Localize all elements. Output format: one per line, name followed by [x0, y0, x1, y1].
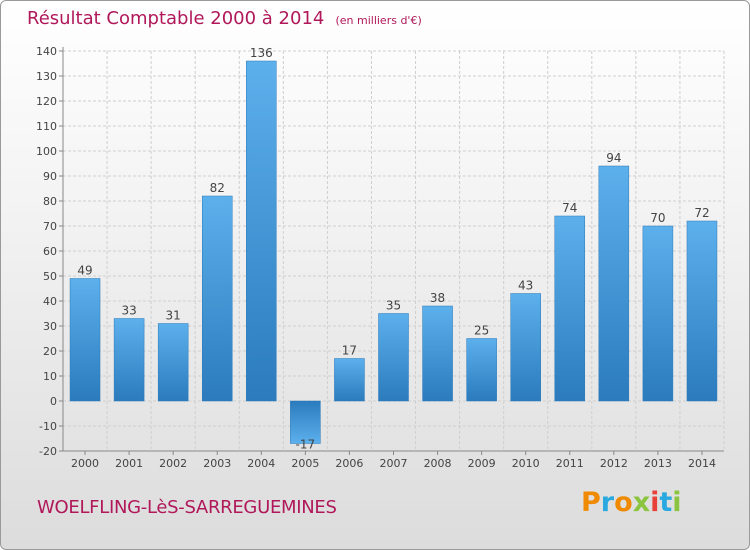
- proxiti-logo: Proxiti: [581, 487, 682, 518]
- bar: [69, 278, 101, 402]
- logo-letter: i: [650, 487, 660, 518]
- logo-letter: r: [600, 487, 615, 518]
- value-label: 43: [518, 279, 533, 293]
- bar: [422, 305, 453, 402]
- bar: [113, 318, 145, 402]
- x-tick-label: 2005: [291, 457, 319, 470]
- y-tick-label: 90: [43, 170, 57, 183]
- y-tick-label: -10: [39, 420, 57, 433]
- value-label: 70: [650, 211, 665, 225]
- y-tick-label: 100: [36, 145, 57, 158]
- y-tick-label: 110: [36, 120, 57, 133]
- bar: [598, 165, 630, 402]
- y-tick-label: 0: [50, 395, 57, 408]
- bar: [554, 215, 586, 402]
- chart-unit-text: (en milliers d'€): [335, 14, 422, 27]
- value-label: 136: [250, 46, 273, 60]
- value-label: 94: [606, 151, 621, 165]
- bar: [246, 60, 277, 402]
- value-label: 38: [430, 291, 445, 305]
- bar: [642, 225, 674, 402]
- y-tick-label: 80: [43, 195, 57, 208]
- x-tick-label: 2006: [335, 457, 363, 470]
- y-tick-label: 10: [43, 370, 57, 383]
- y-tick-label: 70: [43, 220, 57, 233]
- value-label: 17: [342, 344, 357, 358]
- y-tick-label: 40: [43, 295, 57, 308]
- y-tick-label: 140: [36, 45, 57, 58]
- bar: [686, 220, 718, 402]
- x-tick-label: 2007: [380, 457, 408, 470]
- location-name: WOELFLING-LèS-SARREGUEMINES: [37, 497, 337, 518]
- logo-letter: t: [659, 487, 673, 518]
- y-tick-label: 60: [43, 245, 57, 258]
- bar: [290, 400, 321, 444]
- value-label: 49: [77, 264, 92, 278]
- value-label: -17: [296, 438, 316, 452]
- y-tick-label: 120: [36, 95, 57, 108]
- value-label: 82: [210, 181, 225, 195]
- x-tick-label: 2011: [556, 457, 584, 470]
- bar: [466, 338, 497, 402]
- y-tick-label: 130: [36, 70, 57, 83]
- logo-letter: x: [632, 487, 651, 518]
- value-label: 72: [694, 206, 709, 220]
- bar: [510, 293, 541, 402]
- y-tick-label: 50: [43, 270, 57, 283]
- x-tick-label: 2002: [159, 457, 187, 470]
- y-tick-label: 20: [43, 345, 57, 358]
- bar: [378, 313, 409, 402]
- x-tick-label: 2000: [71, 457, 99, 470]
- x-tick-label: 2001: [115, 457, 143, 470]
- value-label: 74: [562, 201, 577, 215]
- y-tick-label: 30: [43, 320, 57, 333]
- x-tick-label: 2009: [468, 457, 496, 470]
- bar: [201, 195, 233, 402]
- x-tick-label: 2010: [512, 457, 540, 470]
- logo-letter: i: [672, 487, 682, 518]
- x-tick-label: 2003: [203, 457, 231, 470]
- chart-title: Résultat Comptable 2000 à 2014 (en milli…: [27, 8, 422, 29]
- value-label: 25: [474, 324, 489, 338]
- y-tick-label: -20: [39, 445, 57, 458]
- bar: [157, 323, 189, 402]
- x-tick-label: 2008: [424, 457, 452, 470]
- logo-letter: P: [581, 487, 601, 518]
- value-label: 33: [121, 304, 136, 318]
- x-tick-label: 2012: [600, 457, 628, 470]
- value-label: 35: [386, 299, 401, 313]
- x-tick-label: 2004: [247, 457, 275, 470]
- x-tick-label: 2014: [688, 457, 716, 470]
- value-label: 31: [166, 309, 181, 323]
- x-tick-label: 2013: [644, 457, 672, 470]
- bar: [334, 358, 365, 402]
- logo-letter: o: [614, 487, 633, 518]
- chart-title-text: Résultat Comptable 2000 à 2014: [27, 8, 325, 29]
